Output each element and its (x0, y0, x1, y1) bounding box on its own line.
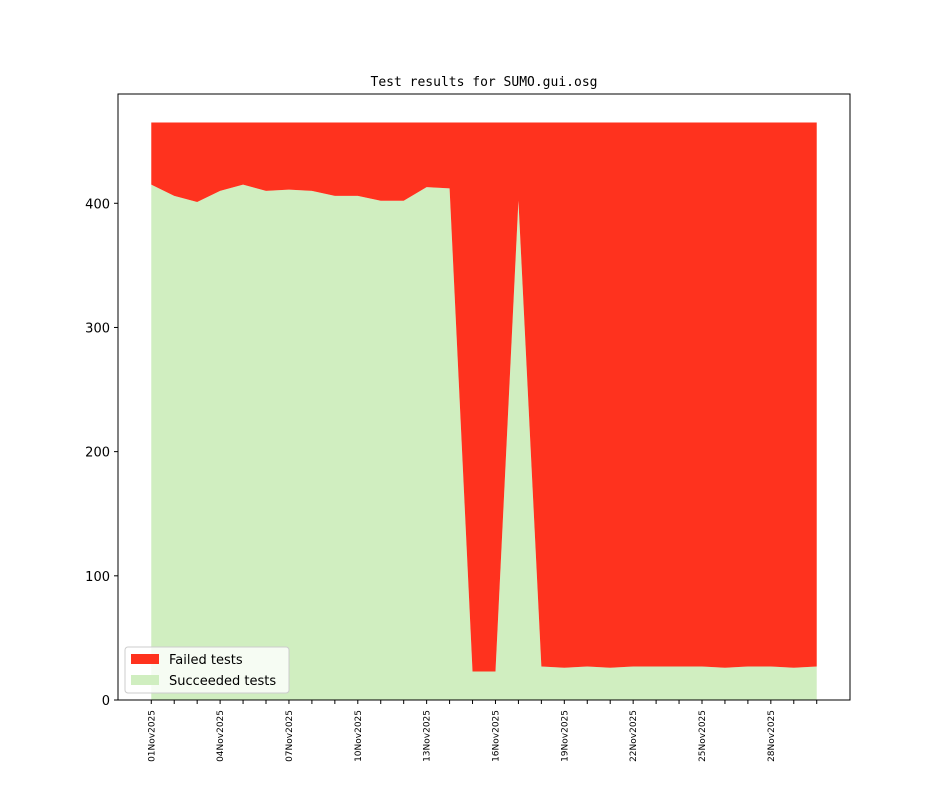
chart-title: Test results for SUMO.gui.osg (371, 75, 598, 90)
legend-swatch (131, 654, 159, 664)
x-tick-label: 13Nov2025 (423, 710, 433, 762)
x-tick-label: 25Nov2025 (698, 710, 708, 762)
x-tick-label: 16Nov2025 (491, 710, 501, 762)
area (151, 184, 817, 701)
y-tick-label: 400 (85, 197, 110, 212)
legend-label: Failed tests (169, 653, 243, 668)
legend-box (124, 646, 290, 694)
x-tick-label: 01Nov2025 (147, 710, 157, 762)
plot-frame (117, 93, 851, 701)
legend-label: Succeeded tests (169, 674, 276, 689)
x-tick-label: 19Nov2025 (560, 710, 570, 762)
y-tick-label: 100 (85, 570, 110, 585)
x-tick-label: 04Nov2025 (216, 710, 226, 762)
area (151, 122, 817, 672)
y-tick-label: 300 (85, 321, 110, 336)
y-tick-label: 200 (85, 446, 110, 461)
x-tick-label: 10Nov2025 (354, 710, 364, 762)
y-tick-label: 0 (102, 694, 110, 709)
x-tick-label: 22Nov2025 (629, 710, 639, 762)
x-tick-label: 28Nov2025 (767, 710, 777, 762)
x-tick-label: 07Nov2025 (285, 710, 295, 762)
legend-swatch (131, 675, 159, 685)
